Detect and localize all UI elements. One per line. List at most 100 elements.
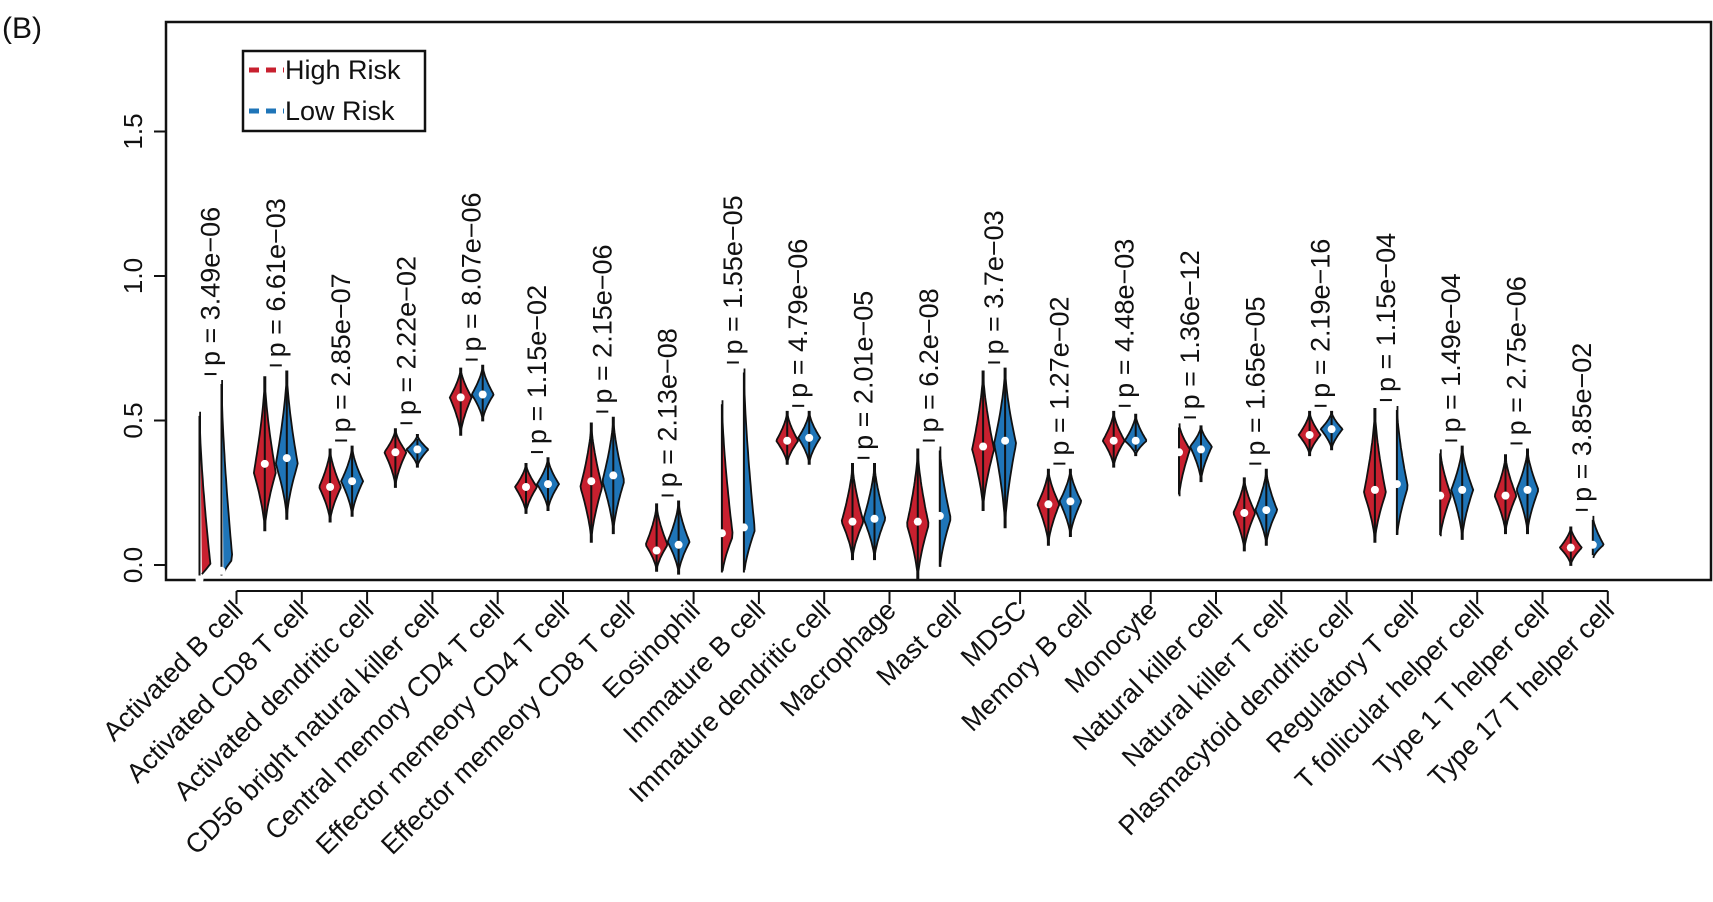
violin-groups: [195, 364, 1605, 584]
violin-group: [645, 500, 691, 575]
violin-high-risk-median: [1109, 436, 1118, 445]
violin-low-risk-median: [674, 540, 683, 549]
p-value-label: p = 1.27e−02: [1044, 296, 1074, 455]
p-value-label: p = 2.19e−16: [1306, 239, 1336, 398]
violin-high-risk-median: [1566, 543, 1575, 552]
violin-low-risk: [1592, 515, 1605, 559]
violin-low-risk-median: [1197, 445, 1205, 454]
violin-high-risk-median: [979, 442, 988, 451]
p-value-label: p = 2.22e−02: [391, 256, 421, 415]
p-value-label: p = 1.15e−02: [522, 285, 552, 444]
violin-high-risk-median: [391, 448, 400, 457]
violin-low-risk-median: [870, 514, 879, 523]
y-tick-label: 1.5: [118, 113, 148, 149]
violin-group: [252, 370, 299, 532]
violin-high-risk: [721, 400, 734, 572]
violin-low-risk: [939, 446, 952, 567]
violin-group: [448, 364, 495, 436]
p-value-label: p = 1.49e−04: [1436, 273, 1466, 432]
p-value-label: p = 3.7e−03: [979, 210, 1009, 354]
violin-group: [906, 446, 952, 581]
violin-high-risk: [1439, 449, 1452, 537]
p-value-label: p = 1.65e−05: [1240, 296, 1270, 455]
violin-low-risk-median: [935, 511, 944, 520]
violin-low-risk-median: [348, 477, 357, 486]
plot-frame: [164, 20, 1713, 582]
violin-high-risk-median: [913, 517, 922, 526]
p-value-label: p = 3.85e−02: [1567, 343, 1597, 502]
p-value-label: p = 1.36e−12: [1175, 250, 1205, 409]
violin-low-risk-median: [478, 390, 487, 399]
p-value-annotations: p = 3.49e−06 p = 6.61e−03 p = 2.85e−07 p = …: [196, 192, 1597, 511]
violin-low-risk-median: [413, 445, 422, 454]
legend-box: [241, 49, 427, 133]
violin-group: [971, 367, 1017, 529]
violin-high-risk-median: [1305, 430, 1314, 439]
panel-label: (B): [2, 12, 42, 45]
violin-group: [1101, 410, 1148, 468]
violin-high-risk-median: [195, 575, 204, 584]
violin-group: [195, 380, 234, 584]
violin-group: [1493, 448, 1539, 535]
violin-high-risk-median: [587, 477, 596, 486]
violin-high-risk: [1178, 423, 1191, 497]
violin-high-risk-median: [456, 393, 465, 402]
p-value-label: p = 1.15e−04: [1371, 233, 1401, 392]
violin-low-risk-median: [1392, 480, 1401, 489]
violin-high-risk-median: [652, 546, 661, 555]
y-tick-label: 0.0: [118, 547, 148, 583]
violin-group: [383, 428, 429, 488]
p-value-label: p = 3.49e−06: [196, 207, 226, 366]
violin-low-risk-median: [1131, 436, 1140, 445]
violin-low-risk: [743, 368, 756, 571]
p-value-label: p = 4.79e−06: [783, 239, 813, 398]
violin-high-risk-median: [1044, 500, 1053, 509]
p-value-label: p = 1.55e−05: [718, 195, 748, 354]
violin-high-risk: [199, 411, 212, 575]
p-value-label: p = 2.85e−07: [326, 273, 356, 432]
violin-low-risk: [1396, 406, 1409, 535]
y-axis: 0.0 0.5 1.0 1.5: [118, 113, 166, 583]
p-value-label: p = 2.13e−08: [653, 328, 683, 487]
violin-high-risk-median: [717, 529, 726, 538]
violin-group: [717, 368, 756, 573]
violin-high-risk-median: [1240, 508, 1249, 517]
violin-group: [1175, 423, 1213, 497]
violin-group: [1558, 515, 1605, 566]
violin-group: [1363, 406, 1409, 543]
violin-high-risk-median: [522, 482, 530, 491]
violin-low-risk-median: [1588, 540, 1597, 549]
legend-label-low: Low Risk: [285, 96, 395, 126]
violin-low-risk-median: [282, 454, 291, 463]
violin-low-risk-median: [739, 523, 748, 532]
violin-low-risk-median: [805, 433, 814, 442]
violin-group: [1036, 468, 1083, 546]
p-value-label: p = 2.01e−05: [849, 291, 879, 450]
y-tick-label: 0.5: [118, 402, 148, 438]
p-value-label: p = 2.75e−06: [1502, 276, 1532, 435]
violin-high-risk-median: [1501, 491, 1510, 500]
violin-high-risk-median: [326, 482, 335, 491]
p-value-label: p = 6.61e−03: [261, 198, 291, 357]
violin-group: [775, 410, 822, 465]
violin-group: [514, 457, 561, 514]
p-value-label: p = 6.2e−08: [914, 288, 944, 432]
violin-high-risk-median: [848, 517, 857, 526]
violin-high-risk-median: [1436, 491, 1445, 500]
violin-low-risk-median: [609, 471, 618, 480]
p-value-label: p = 8.07e−06: [457, 192, 487, 351]
violin-low-risk-median: [1458, 485, 1467, 494]
violin-high-risk-median: [260, 459, 269, 468]
y-tick-label: 1.0: [118, 258, 148, 294]
violin-group: [579, 416, 625, 543]
violin-group: [1297, 410, 1344, 457]
violin-group: [1436, 445, 1475, 540]
violin-group: [840, 463, 887, 561]
violin-low-risk-median: [1523, 485, 1532, 494]
violin-low-risk-median: [1327, 425, 1336, 434]
violin-low-risk-median: [1001, 436, 1010, 445]
violin-high-risk-median: [1370, 485, 1379, 494]
p-value-label: p = 4.48e−03: [1110, 239, 1140, 398]
